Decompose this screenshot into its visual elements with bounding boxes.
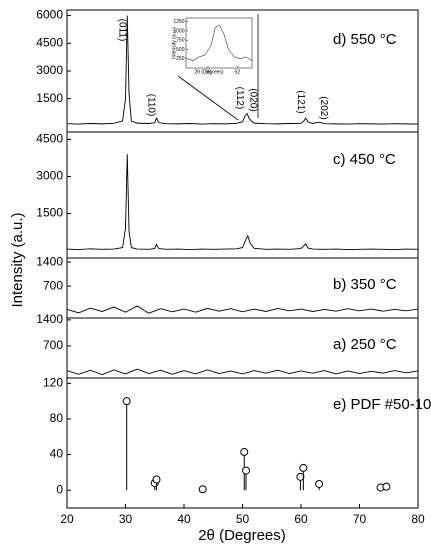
- peak-label: (020): [247, 88, 258, 111]
- peak-label: (112): [234, 87, 245, 110]
- y-tick-label: 1000: [173, 28, 184, 34]
- panel-label: e) PDF #50-1089: [333, 396, 431, 413]
- peak-label: (011): [117, 19, 128, 42]
- x-tick-label: 80: [411, 512, 425, 526]
- y-tick-label: 0: [56, 482, 63, 496]
- y-tick-label: 500: [176, 47, 185, 53]
- y-tick-label: 1500: [36, 206, 63, 220]
- inset-x-label: 2θ (Degrees): [194, 69, 224, 75]
- x-tick-label: 52: [235, 69, 241, 75]
- y-tick-label: 750: [176, 38, 185, 44]
- y-tick-label: 1500: [36, 91, 63, 105]
- y-tick-label: 700: [43, 338, 63, 352]
- peak-label: (202): [318, 96, 329, 119]
- pattern-line: [67, 154, 418, 251]
- stem-head: [382, 482, 391, 491]
- x-tick-label: 20: [60, 512, 74, 526]
- panel-frame: [185, 17, 253, 69]
- inset-y-label: Intensity (a.u.): [171, 27, 177, 59]
- x-tick-label: 40: [177, 512, 191, 526]
- stem-head: [240, 447, 249, 456]
- y-tick-label: 1400: [36, 254, 63, 268]
- x-tick-label: 50: [205, 69, 211, 75]
- y-tick-label: 700: [43, 278, 63, 292]
- zoom-line: [177, 75, 239, 121]
- y-tick-label: 40: [50, 447, 64, 461]
- y-tick-label: 3000: [36, 63, 63, 77]
- y-tick-label: 6000: [36, 8, 63, 22]
- panel-label: d) 550 °C: [333, 31, 397, 48]
- y-tick-label: 250: [176, 56, 185, 62]
- peak-label: (121): [295, 90, 306, 113]
- stem-head: [152, 475, 161, 484]
- panel-label: c) 450 °C: [333, 151, 396, 168]
- stem-head: [299, 463, 308, 472]
- peak-label: (110): [145, 94, 156, 117]
- y-tick-label: 4500: [36, 35, 63, 49]
- x-tick-label: 30: [119, 512, 133, 526]
- y-tick-label: 3000: [36, 169, 63, 183]
- stem-head: [242, 466, 251, 475]
- pattern-line: [67, 15, 418, 125]
- stem-head: [315, 479, 324, 488]
- stem-head: [122, 397, 131, 406]
- pattern-line: [67, 305, 418, 314]
- y-axis-label: Intensity (a.u.): [9, 212, 26, 307]
- x-tick-label: 60: [294, 512, 308, 526]
- stem-head: [296, 472, 305, 481]
- y-tick-label: 4500: [36, 132, 63, 146]
- pattern-line: [67, 368, 418, 376]
- y-tick-label: 1400: [36, 312, 63, 326]
- x-tick-label: 50: [236, 512, 250, 526]
- x-axis-label: 2θ (Degrees): [198, 527, 286, 544]
- y-tick-label: 80: [50, 411, 64, 425]
- pattern-line: [187, 25, 252, 61]
- panel-label: a) 250 °C: [333, 336, 397, 353]
- stem-head: [198, 485, 207, 494]
- y-tick-label: 120: [43, 376, 63, 390]
- x-tick-label: 70: [353, 512, 367, 526]
- panel-label: b) 350 °C: [333, 276, 397, 293]
- y-tick-label: 1250: [173, 19, 184, 25]
